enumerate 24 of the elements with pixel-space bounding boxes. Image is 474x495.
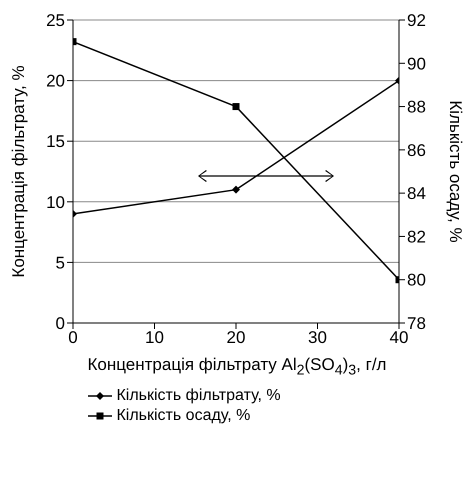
y-tick-label: 15 (46, 132, 65, 152)
y2-tick-label: 80 (407, 270, 426, 290)
x-tick-label: 0 (68, 328, 78, 348)
x-axis-title: Концентрація фільтрату Al$_{2}$(SO$_{4}$)$_{3}$, г/л (86, 355, 388, 378)
y-tick-label: 10 (46, 192, 65, 212)
y2-tick-label: 84 (407, 184, 426, 204)
x-tick-label: 30 (308, 328, 327, 348)
y2-tick-label: 82 (407, 227, 426, 246)
y2-axis-title: Кількість осаду, % (446, 100, 465, 243)
legend-label: Кількість фільтрату, % (115, 386, 282, 406)
y2-tick-label: 92 (407, 11, 426, 30)
y-tick-label: 5 (56, 253, 65, 272)
y2-tick-label: 90 (407, 54, 426, 74)
x-tick-label: 10 (145, 328, 164, 348)
y2-tick-label: 88 (407, 98, 426, 117)
y-tick-label: 25 (46, 11, 65, 30)
legend-label: Кількість осаду, % (115, 406, 252, 426)
y-tick-label: 0 (56, 314, 65, 334)
y-tick-label: 20 (46, 72, 65, 91)
x-tick-label: 40 (390, 328, 408, 348)
y2-tick-label: 78 (407, 314, 426, 334)
x-tick-label: 20 (226, 328, 246, 348)
y-axis-title: Концентрація фільтрату, % (9, 65, 28, 278)
y2-tick-label: 86 (407, 140, 426, 160)
